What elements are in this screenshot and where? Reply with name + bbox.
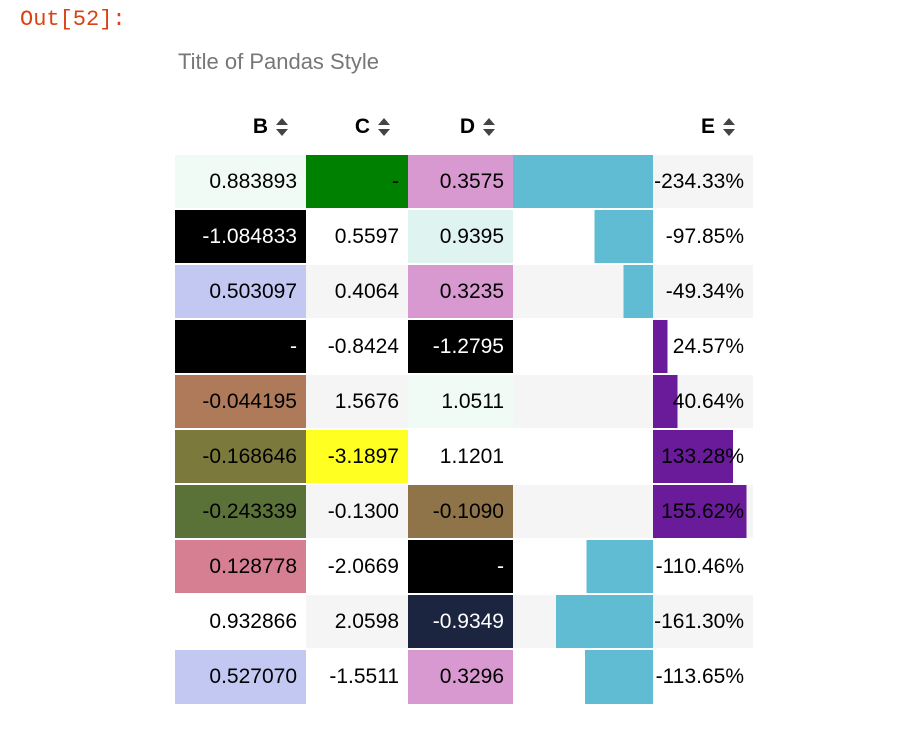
cell-e: -161.30% xyxy=(513,593,753,649)
cell-b: 0.527070 xyxy=(175,648,306,704)
cell-d: 0.3235 xyxy=(408,263,513,319)
table-caption: Title of Pandas Style xyxy=(178,49,379,74)
table-row: 0.527070 -1.5511 0.3296 -113.65% xyxy=(175,648,753,704)
cell-d: -0.9349 xyxy=(408,593,513,649)
cell-b: 0.883893 xyxy=(175,153,306,209)
cell-d: -1.2795 xyxy=(408,318,513,374)
cell-b: -0.044195 xyxy=(175,373,306,429)
column-header-c[interactable]: C xyxy=(306,100,408,154)
column-header-e[interactable]: E xyxy=(513,100,753,154)
cell-d: 1.1201 xyxy=(408,428,513,484)
cell-e: 155.62% xyxy=(513,483,753,539)
table-row: 0.503097 0.4064 0.3235 -49.34% xyxy=(175,263,753,319)
column-header-d[interactable]: D xyxy=(408,100,513,154)
column-header-label: D xyxy=(459,114,475,138)
table-row: - -0.8424 -1.2795 24.57% xyxy=(175,318,753,374)
cell-c: -2.0669 xyxy=(306,538,408,594)
cell-d: 0.3296 xyxy=(408,648,513,704)
output-prompt: Out[52]: xyxy=(20,7,126,32)
cell-b: 0.128778 xyxy=(175,538,306,594)
column-header-label: B xyxy=(252,114,268,138)
cell-d: -0.1090 xyxy=(408,483,513,539)
cell-c: 0.4064 xyxy=(306,263,408,319)
column-header-b[interactable]: B xyxy=(175,100,306,154)
cell-b: -0.168646 xyxy=(175,428,306,484)
cell-c: - xyxy=(306,153,408,209)
cell-b: 0.503097 xyxy=(175,263,306,319)
styled-dataframe: B C D E 0.883893-0.3575 -234.33% -1.084833… xyxy=(175,100,753,704)
cell-c: 2.0598 xyxy=(306,593,408,649)
cell-b: -0.243339 xyxy=(175,483,306,539)
table-row: 0.883893-0.3575 -234.33% xyxy=(175,153,753,209)
table-row: -1.084833 0.5597 0.9395 -97.85% xyxy=(175,208,753,264)
column-header-label: C xyxy=(354,114,370,138)
cell-e: 40.64% xyxy=(513,373,753,429)
header-row: B C D E xyxy=(175,100,753,154)
cell-d: - xyxy=(408,538,513,594)
cell-c: 1.5676 xyxy=(306,373,408,429)
cell-e: -97.85% xyxy=(513,208,753,264)
cell-c: -1.5511 xyxy=(306,648,408,704)
cell-c: -0.1300 xyxy=(306,483,408,539)
cell-e: 24.57% xyxy=(513,318,753,374)
sort-icon[interactable] xyxy=(276,117,288,136)
cell-d: 0.9395 xyxy=(408,208,513,264)
cell-e: 133.28% xyxy=(513,428,753,484)
cell-d: 1.0511 xyxy=(408,373,513,429)
cell-b: - xyxy=(175,318,306,374)
cell-e: -110.46% xyxy=(513,538,753,594)
sort-icon[interactable] xyxy=(378,117,390,136)
table-row: -0.243339 -0.1300 -0.1090 155.62% xyxy=(175,483,753,539)
table-row: -0.168646 -3.1897 1.1201 133.28% xyxy=(175,428,753,484)
table-body: 0.883893-0.3575 -234.33% -1.084833 0.5597 0.… xyxy=(175,153,753,704)
cell-c: -0.8424 xyxy=(306,318,408,374)
cell-e: -234.33% xyxy=(513,153,753,209)
table-row: 0.932866 2.0598 -0.9349 -161.30% xyxy=(175,593,753,649)
sort-icon[interactable] xyxy=(483,117,495,136)
cell-c: -3.1897 xyxy=(306,428,408,484)
cell-b: -1.084833 xyxy=(175,208,306,264)
column-header-label: E xyxy=(700,114,715,138)
cell-e: -113.65% xyxy=(513,648,753,704)
cell-e: -49.34% xyxy=(513,263,753,319)
table-row: 0.128778 -2.0669- -110.46% xyxy=(175,538,753,594)
cell-c: 0.5597 xyxy=(306,208,408,264)
cell-b: 0.932866 xyxy=(175,593,306,649)
cell-d: 0.3575 xyxy=(408,153,513,209)
sort-icon[interactable] xyxy=(723,117,735,136)
table-row: -0.044195 1.5676 1.0511 40.64% xyxy=(175,373,753,429)
